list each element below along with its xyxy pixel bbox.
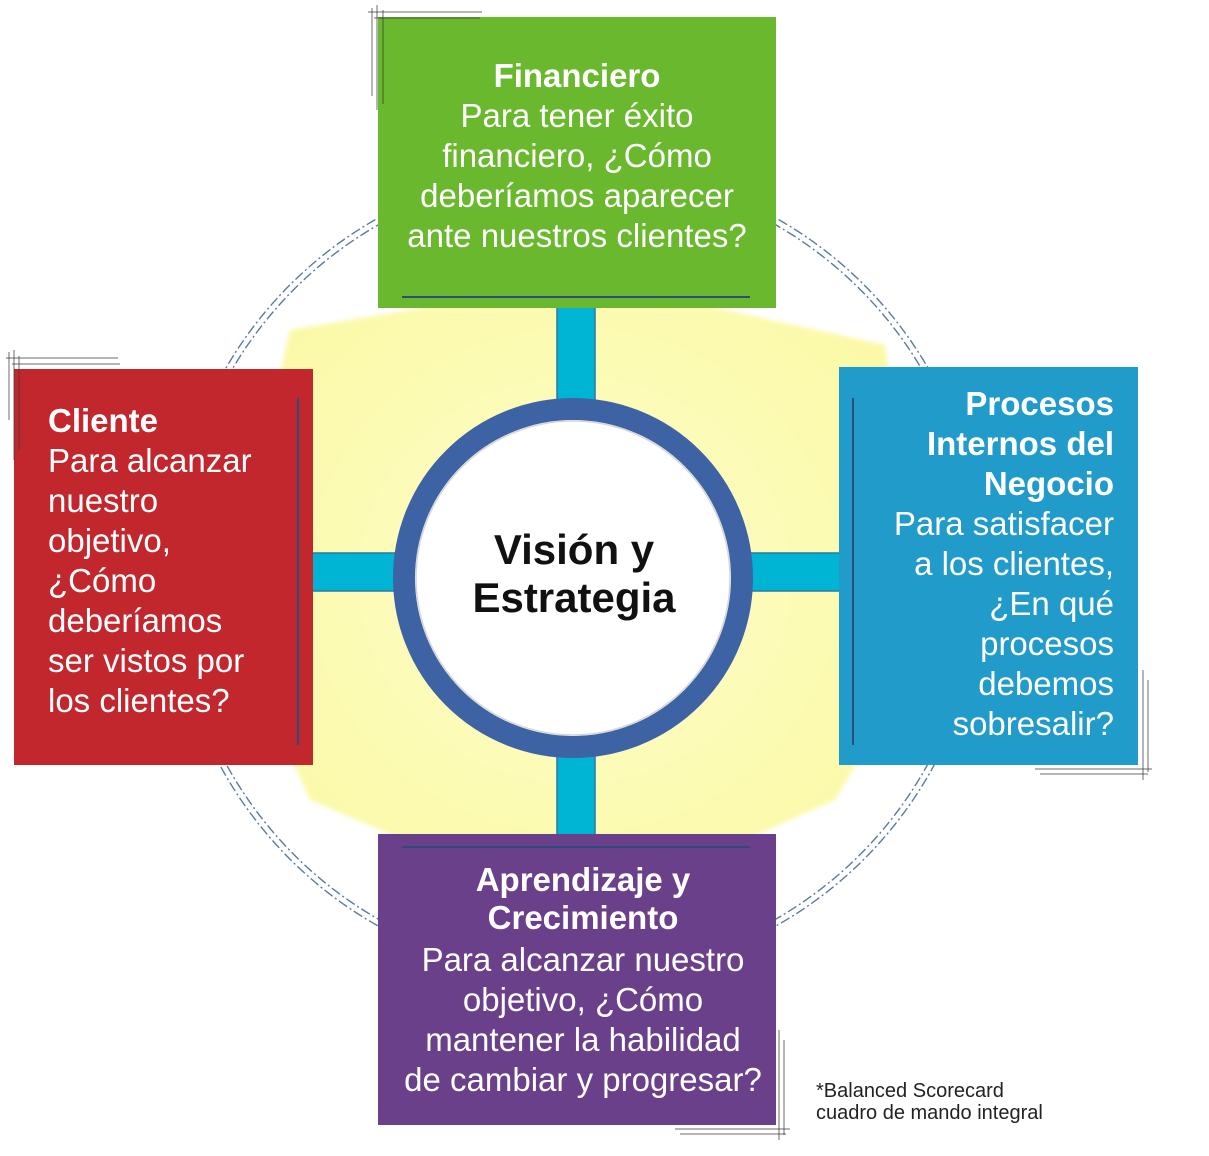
corner-decoration-cliente xyxy=(6,350,120,460)
aprendizaje-box: Aprendizaje y Crecimiento Para alcanzar … xyxy=(378,834,776,1125)
financiero-line: deberíamos aparecer xyxy=(420,177,734,214)
corner-decoration-financiero xyxy=(368,5,482,110)
procesos-line: ¿En qué xyxy=(989,585,1114,622)
cliente-line: ¿Cómo xyxy=(48,562,156,599)
center-inner-border xyxy=(415,420,731,736)
footnote-line-2: cuadro de mando integral xyxy=(816,1102,1043,1124)
aprendizaje-line: objetivo, ¿Cómo xyxy=(463,981,703,1018)
cliente-line: nuestro xyxy=(48,482,158,519)
center-ring xyxy=(393,398,753,758)
procesos-line: debemos xyxy=(978,665,1114,702)
cliente-box: Cliente Para alcanzar nuestro objetivo, … xyxy=(14,369,313,765)
financiero-box: Financiero Para tener éxito financiero, … xyxy=(378,17,776,308)
aprendizaje-line: de cambiar y progresar? xyxy=(404,1061,762,1098)
procesos-title-line: Procesos xyxy=(965,385,1114,422)
cliente-box-bg xyxy=(14,369,313,765)
financiero-line: Para tener éxito xyxy=(461,97,694,134)
procesos-title-line: Internos del xyxy=(927,425,1114,462)
financiero-line: financiero, ¿Cómo xyxy=(442,137,712,174)
cliente-title: Cliente xyxy=(48,402,158,439)
center-title-line-1: Visión y xyxy=(494,526,655,573)
financiero-title: Financiero xyxy=(494,57,661,94)
procesos-line: Para satisfacer xyxy=(894,505,1114,542)
cliente-line: Para alcanzar xyxy=(48,442,252,479)
aprendizaje-title-line: Crecimiento xyxy=(488,899,679,936)
cliente-line: los clientes? xyxy=(48,682,230,719)
procesos-box-bg xyxy=(839,367,1138,765)
procesos-line: sobresalir? xyxy=(953,705,1114,742)
footnote-line-1: *Balanced Scorecard xyxy=(816,1080,1004,1102)
corner-decoration-procesos xyxy=(1035,670,1152,780)
corner-decoration-aprendizaje xyxy=(675,1030,790,1140)
aprendizaje-box-bg xyxy=(378,834,776,1125)
cliente-line: deberíamos xyxy=(48,602,222,639)
cliente-line: ser vistos por xyxy=(48,642,244,679)
procesos-line: procesos xyxy=(980,625,1114,662)
center-title-line-2: Estrategia xyxy=(472,574,676,621)
cliente-line: objetivo, xyxy=(48,522,171,559)
aprendizaje-title-line: Aprendizaje y xyxy=(476,861,691,898)
procesos-line: a los clientes, xyxy=(914,545,1114,582)
aprendizaje-line: mantener la habilidad xyxy=(425,1021,741,1058)
aprendizaje-line: Para alcanzar nuestro xyxy=(422,941,745,978)
procesos-title-line: Negocio xyxy=(984,465,1114,502)
procesos-box: Procesos Internos del Negocio Para satis… xyxy=(839,367,1138,765)
financiero-box-bg xyxy=(378,17,776,308)
financiero-line: ante nuestros clientes? xyxy=(407,217,746,254)
